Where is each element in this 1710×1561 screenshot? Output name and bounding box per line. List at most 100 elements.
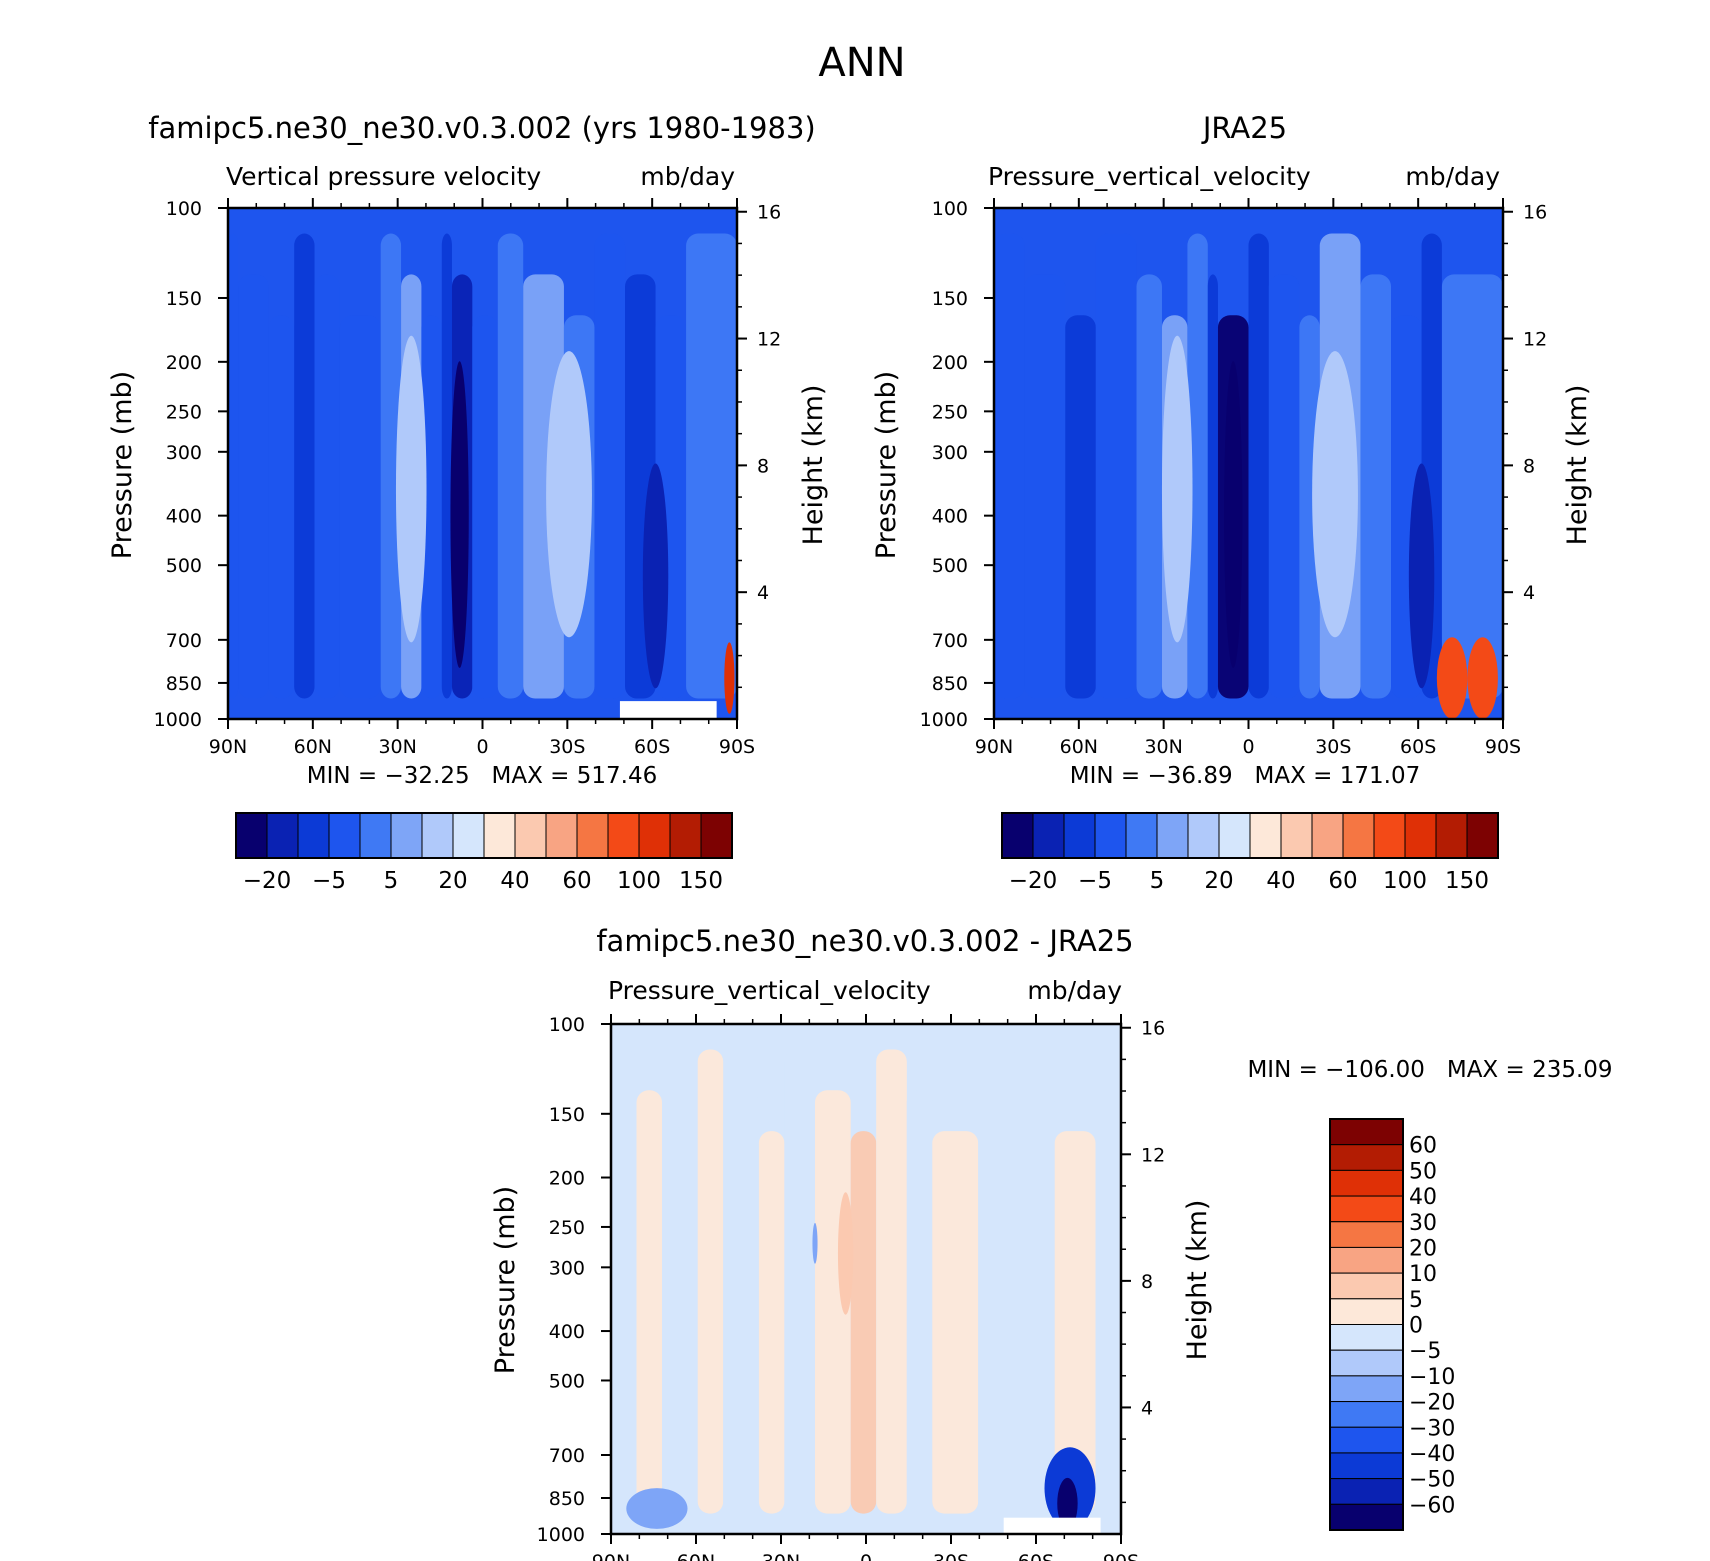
- panel-obs-title: JRA25: [1201, 111, 1287, 145]
- panel-model-xtick-label: 90S: [719, 736, 755, 758]
- panel-obs-colorbar-swatch: [1187, 812, 1220, 859]
- panel-obs-xtick-label: 30N: [1144, 736, 1182, 758]
- panel-model-xtick-label: 30N: [378, 736, 416, 758]
- panel-model-colorbar-swatch: [359, 812, 392, 859]
- panel-obs-y2tick-label: 12: [1523, 329, 1547, 351]
- panel-obs-field-warm: [1436, 637, 1468, 719]
- panel-model-colorbar-label: −5: [312, 868, 346, 894]
- panel-diff-colorbar-swatch: [1329, 1169, 1404, 1197]
- panel-obs-colorbar-swatch: [1342, 812, 1375, 859]
- panel-obs-colorbar-swatch: [1156, 812, 1189, 859]
- panel-obs-field-core: [1224, 361, 1243, 668]
- panel-diff-xtick-label: 60S: [1018, 1551, 1054, 1561]
- panel-diff-colorbar-swatch: [1329, 1195, 1404, 1223]
- panel-diff-colorbar-label: 50: [1409, 1159, 1437, 1184]
- panel-diff-ytick-label: 200: [549, 1168, 585, 1190]
- panel-obs-field-band: [1136, 274, 1162, 699]
- panel-diff-y2label: Height (km): [1182, 1200, 1213, 1361]
- panel-obs-ytick-label: 500: [932, 555, 968, 577]
- panel-diff-ylabel: Pressure (mb): [490, 1186, 521, 1374]
- panel-model-colorbar-swatch: [266, 812, 299, 859]
- panel-obs-colorbar-swatch: [1311, 812, 1344, 859]
- panel-model-ylabel: Pressure (mb): [107, 371, 138, 559]
- panel-diff-ytick-label: 150: [549, 1104, 585, 1126]
- panel-diff-field-band: [932, 1131, 979, 1514]
- panel-obs-xtick-label: 60N: [1060, 736, 1098, 758]
- panel-model-colorbar-swatch: [669, 812, 702, 859]
- panel-obs-colorbar-swatch: [1032, 812, 1065, 859]
- panel-model-colorbar-swatch: [514, 812, 547, 859]
- panel-model-colorbar: −20 −5 5 20 40 60 100 150: [235, 812, 733, 894]
- panel-diff-colorbar-swatch: [1329, 1426, 1404, 1454]
- panel-obs-colorbar-label: −5: [1078, 868, 1112, 894]
- panel-diff-missing: [1003, 1517, 1101, 1534]
- panel-model-field-band: [339, 315, 381, 699]
- panel-obs-ytick-label: 200: [932, 352, 968, 374]
- panel-obs-colorbar-frame: [1001, 812, 1499, 859]
- panel-diff-ytick-label: 850: [549, 1488, 585, 1510]
- panel-obs-ytick-label: 300: [932, 442, 968, 464]
- panel-diff-field-core: [837, 1192, 854, 1315]
- panel-model-field-core: [546, 351, 592, 638]
- panel-model-colorbar-swatch: [700, 812, 733, 859]
- panel-diff-y2tick-label: 16: [1141, 1018, 1165, 1040]
- panel-obs-colorbar-swatch: [1404, 812, 1437, 859]
- panel-diff-field-core: [812, 1222, 818, 1264]
- panel-model-colorbar-swatch: [297, 812, 330, 859]
- panel-obs-colorbar-swatch: [1466, 812, 1499, 859]
- panel-model-ytick-label: 500: [166, 555, 202, 577]
- panel-diff-field-band: [662, 1131, 698, 1514]
- panel-obs-colorbar-swatch: [1249, 812, 1282, 859]
- panel-model-colorbar-swatch: [545, 812, 578, 859]
- panel-diff-colorbar-label: −40: [1409, 1442, 1455, 1467]
- panel-obs-colorbar-label: 5: [1150, 868, 1165, 894]
- panel-obs-field-band: [1268, 274, 1300, 699]
- panel-diff-field-core: [1057, 1477, 1078, 1529]
- panel-model-y2label: Height (km): [798, 385, 829, 546]
- panel-obs-field-band: [1207, 274, 1218, 699]
- panel-model-colorbar-label: 20: [438, 868, 467, 894]
- panel-model-y2tick-label: 16: [757, 202, 781, 224]
- panel-model-colorbar-swatch: [452, 812, 485, 859]
- panel-diff-ytick-label: 250: [549, 1217, 585, 1239]
- panel-model-field-warm: [724, 642, 735, 714]
- panel-diff-y2tick-label: 4: [1141, 1397, 1153, 1419]
- panel-model-field-core: [450, 361, 469, 668]
- panel-model-colorbar-label: 60: [562, 868, 591, 894]
- panel-diff-xtick-label: 30S: [933, 1551, 969, 1561]
- panel-model-colorbar-swatch: [483, 812, 516, 859]
- panel-model-stats: MIN = −32.25 MAX = 517.46: [307, 763, 657, 789]
- panel-model-colorbar-label: 100: [617, 868, 661, 894]
- panel-model-field-band: [497, 233, 524, 699]
- panel-diff-xtick-label: 90N: [592, 1551, 630, 1561]
- panel-diff-xtick-label: 90S: [1103, 1551, 1139, 1561]
- panel-diff-field-band: [876, 1049, 907, 1514]
- panel-model-colorbar-swatch: [235, 812, 268, 859]
- panel-diff-field-band: [636, 1090, 662, 1514]
- panel-obs-colorbar-label: 150: [1445, 868, 1489, 894]
- panel-obs-xtick-label: 90N: [975, 736, 1013, 758]
- panel-diff-colorbar-label: −60: [1409, 1493, 1455, 1518]
- panel-diff-colorbar-swatch: [1329, 1478, 1404, 1505]
- panel-diff-y2tick-label: 8: [1141, 1271, 1153, 1293]
- panel-model-colorbar-label: 40: [500, 868, 529, 894]
- panel-diff-xtick-label: 0: [860, 1551, 872, 1561]
- panel-diff-colorbar-label: 60: [1409, 1134, 1437, 1159]
- panel-obs-colorbar-label: 60: [1328, 868, 1357, 894]
- panel-diff-field-band: [978, 1049, 1019, 1514]
- panel-diff-colorbar-label: −5: [1409, 1339, 1441, 1364]
- panel-diff-field-core: [626, 1488, 688, 1529]
- panel-obs-xtick-label: 90S: [1485, 736, 1521, 758]
- panel-model-field-band: [228, 233, 239, 699]
- panel-diff-xtick-label: 30N: [762, 1551, 800, 1561]
- panel-diff-field-band: [784, 1049, 815, 1514]
- panel-diff-colorbar-swatch: [1329, 1221, 1404, 1248]
- panel-model-title: famipc5.ne30_ne30.v0.3.002 (yrs 1980-198…: [148, 111, 815, 145]
- panel-diff-subtitle-left: Pressure_vertical_velocity: [608, 976, 931, 1005]
- panel-model-colorbar-label: 5: [384, 868, 399, 894]
- panel-diff-colorbar-swatch: [1329, 1144, 1404, 1171]
- panel-model-ytick-label: 200: [166, 352, 202, 374]
- panel-diff-colorbar-label: −30: [1409, 1416, 1455, 1441]
- panel-model-field-band: [314, 274, 340, 699]
